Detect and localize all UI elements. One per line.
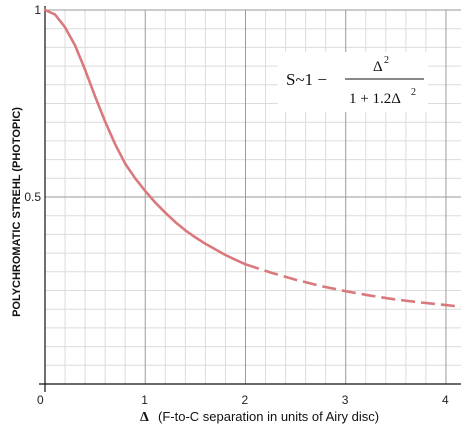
y-tick-label: 0.5	[24, 190, 41, 204]
x-tick-label: 4	[442, 393, 449, 407]
formula-numerator: Δ	[373, 59, 383, 75]
formula-numerator-exp: 2	[384, 55, 389, 66]
formula-denominator: 1 + 1.2Δ	[349, 91, 401, 107]
x-axis-label: Δ (F-to-C separation in units of Airy di…	[140, 409, 379, 425]
x-axis-symbol: Δ	[140, 410, 149, 425]
x-tick-label: 3	[342, 393, 349, 407]
x-tick-label: 1	[141, 393, 148, 407]
series-curves	[43, 8, 462, 308]
x-tick-label: 2	[241, 393, 248, 407]
x-tick-label: 0	[37, 393, 44, 407]
series-line-solid	[43, 8, 247, 266]
y-tick-label: 1	[34, 3, 41, 17]
formula-lhs: S~1 −	[286, 70, 327, 89]
series-line-dashed	[245, 263, 462, 308]
y-axis-label: POLYCHROMATIC STREHL (PHOTOPIC)	[11, 107, 23, 317]
axes	[39, 6, 461, 392]
formula-annotation: S~1 − Δ 2 1 + 1.2Δ 2	[278, 52, 428, 112]
x-axis-text: (F-to-C separation in units of Airy disc…	[158, 409, 379, 424]
tick-labels: 0 1 2 3 4 1 0.5	[24, 3, 449, 407]
formula-denominator-exp: 2	[411, 87, 416, 98]
